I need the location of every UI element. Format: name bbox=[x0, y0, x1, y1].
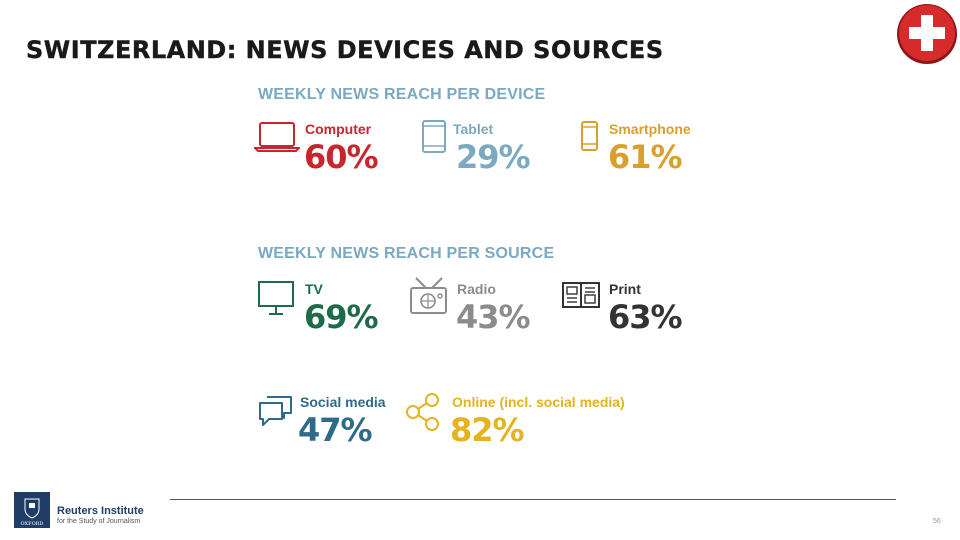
devices-heading: WEEKLY NEWS REACH PER DEVICE bbox=[258, 86, 546, 103]
newspaper-icon bbox=[562, 282, 600, 308]
tv-icon bbox=[258, 281, 294, 315]
stat-label: Smartphone bbox=[609, 121, 691, 137]
stat-label: Online (incl. social media) bbox=[452, 394, 625, 410]
sources-heading: WEEKLY NEWS REACH PER SOURCE bbox=[258, 245, 555, 262]
share-icon bbox=[406, 393, 439, 431]
slide-title: SWITZERLAND: NEWS DEVICES AND SOURCES bbox=[26, 36, 664, 64]
stat-value: 60% bbox=[304, 138, 379, 176]
stat-value: 63% bbox=[608, 298, 683, 336]
org-name: Reuters Institute bbox=[57, 505, 144, 517]
stat-label: Print bbox=[609, 281, 641, 297]
stat-value: 29% bbox=[456, 138, 531, 176]
svg-text:OXFORD: OXFORD bbox=[21, 521, 44, 527]
chat-bubbles-icon bbox=[259, 396, 292, 426]
laptop-icon bbox=[254, 122, 300, 152]
stat-label: TV bbox=[305, 281, 323, 297]
stat-value: 47% bbox=[298, 411, 373, 449]
stat-value: 43% bbox=[456, 298, 531, 336]
stat-label: Tablet bbox=[453, 121, 494, 137]
stat-label: Radio bbox=[457, 281, 496, 297]
smartphone-icon bbox=[581, 121, 598, 151]
swiss-flag-icon bbox=[897, 4, 957, 64]
stat-value: 82% bbox=[450, 411, 525, 449]
org-subtitle: for the Study of Journalism bbox=[57, 518, 141, 525]
footer-divider bbox=[170, 499, 896, 500]
stat-value: 61% bbox=[608, 138, 683, 176]
stat-label: Social media bbox=[300, 394, 386, 410]
tablet-icon bbox=[422, 120, 446, 153]
oxford-crest-icon: OXFORD bbox=[14, 492, 50, 528]
stat-value: 69% bbox=[304, 298, 379, 336]
stat-label: Computer bbox=[305, 121, 372, 137]
radio-icon bbox=[410, 277, 447, 314]
page-number: 56 bbox=[933, 518, 941, 525]
